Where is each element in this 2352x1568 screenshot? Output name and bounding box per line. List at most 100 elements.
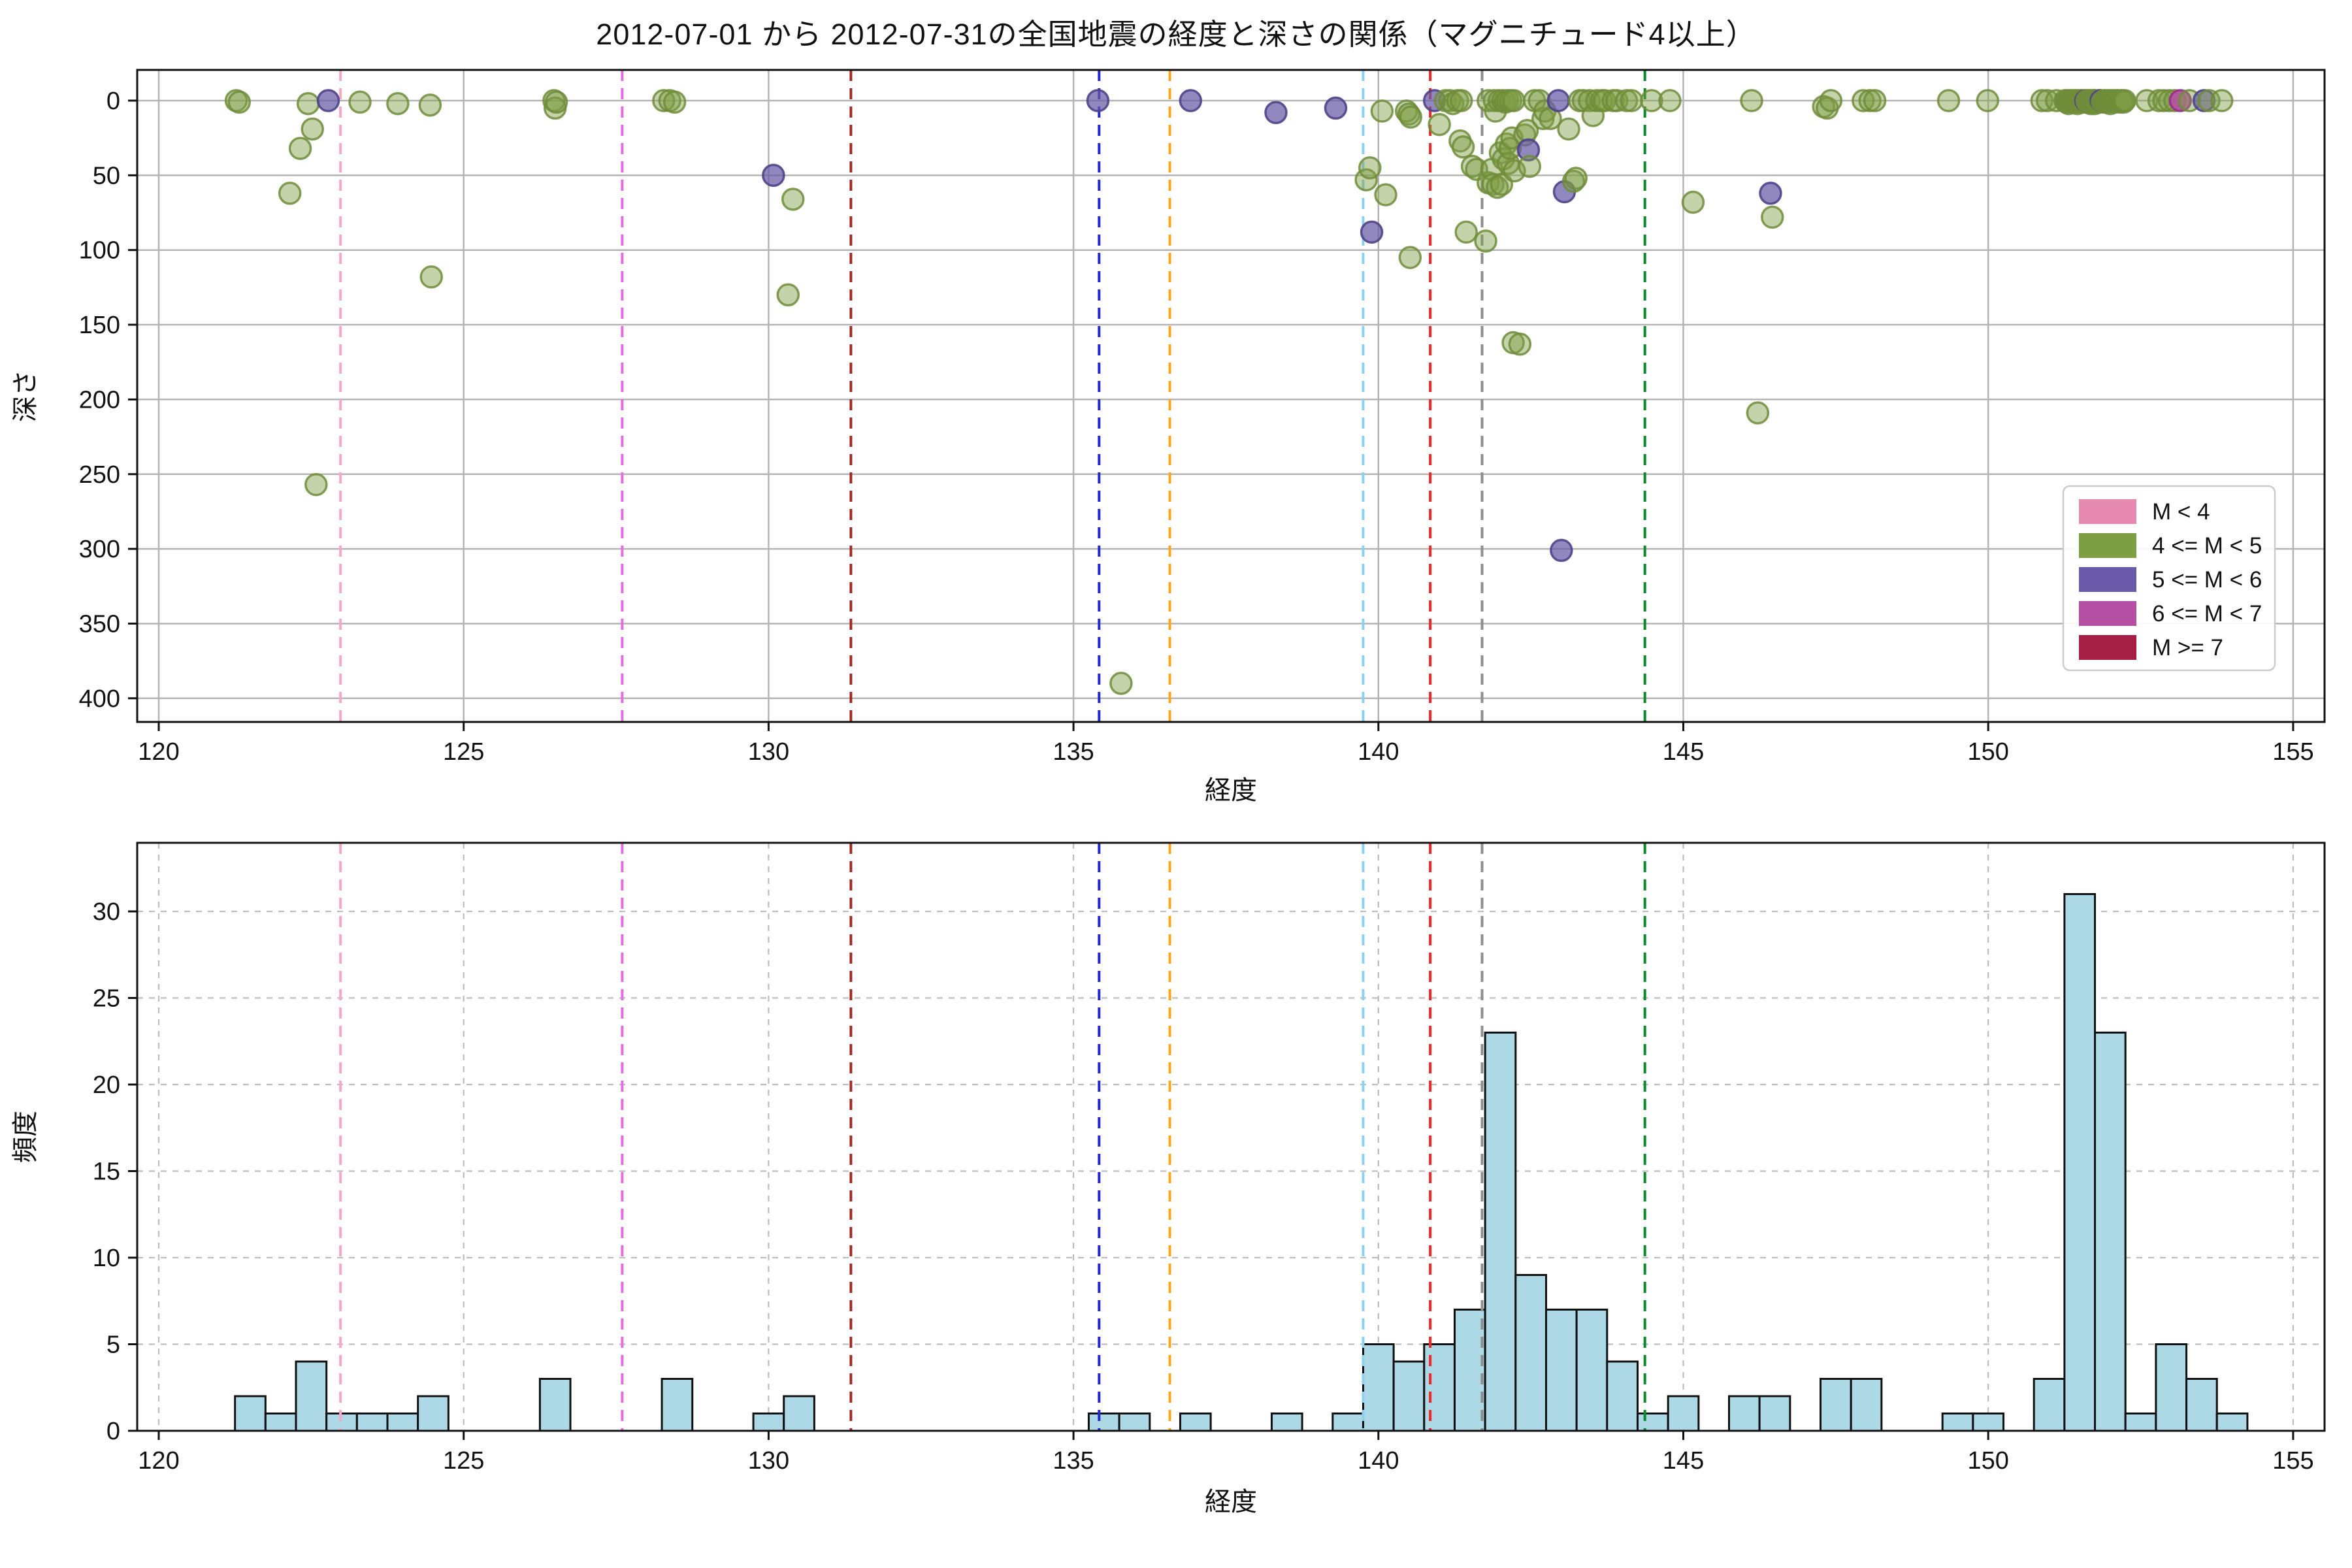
histogram-bar <box>355 1413 389 1432</box>
histogram-bar <box>1484 1032 1517 1432</box>
scatter-point <box>2113 89 2137 112</box>
histogram-bar <box>1941 1413 1974 1432</box>
histogram-bar <box>2063 893 2097 1432</box>
scatter-point <box>304 473 328 497</box>
histogram-bar <box>1850 1378 1883 1432</box>
scatter-point <box>227 90 251 114</box>
scatter-point <box>1502 89 1526 112</box>
legend: M < 4 4 <= M < 5 5 <= M < 6 6 <= M < 7 M >= … <box>2062 485 2276 672</box>
scatter-point <box>1358 156 1382 180</box>
scatter-point <box>1976 89 2000 112</box>
histogram-bar <box>1820 1378 1852 1432</box>
histogram-bar <box>1331 1413 1364 1432</box>
histogram-bar <box>386 1413 419 1432</box>
scatter-plot: 120 125 130 135 140 145 150 155 0 50 100 150 200 250 3… <box>11 69 2326 805</box>
scatter-point <box>1557 117 1580 141</box>
tick-label: 155 <box>2272 1447 2313 1475</box>
histogram-bar <box>1575 1309 1609 1432</box>
scatter-point <box>296 91 320 116</box>
tick-label: 250 <box>79 461 120 489</box>
histogram-bar <box>783 1395 815 1432</box>
histogram-bar <box>1423 1343 1456 1432</box>
histogram-bar <box>661 1378 694 1432</box>
tick-label: 155 <box>2272 738 2313 766</box>
scatter-point <box>288 137 312 160</box>
scatter-point <box>348 90 372 114</box>
x-axis-label: 経度 <box>1205 776 1257 805</box>
tick-label: 200 <box>79 386 120 414</box>
scatter-point <box>1474 229 1497 253</box>
tick-label: 150 <box>1967 738 2008 766</box>
y-axis-label: 深さ <box>11 370 40 422</box>
tick-label: 5 <box>106 1331 120 1359</box>
scatter-point <box>1398 246 1422 269</box>
scatter-point <box>1428 112 1451 137</box>
scatter-point <box>1550 538 1573 563</box>
scatter-point <box>1399 105 1423 129</box>
histogram-bar <box>1453 1309 1486 1432</box>
histogram-bar <box>1118 1413 1151 1432</box>
scatter-point <box>386 91 410 116</box>
histogram-plot: 120 125 130 135 140 145 150 155 0 5 10 15 20 25 30 経度 頻度 <box>11 841 2326 1516</box>
scatter-point <box>1324 96 1348 120</box>
scatter-point <box>1451 135 1475 159</box>
scatter-point <box>1179 89 1203 112</box>
histogram-bar <box>538 1378 572 1432</box>
tick-label: 25 <box>93 985 120 1013</box>
legend-swatch <box>2079 533 2136 558</box>
histogram-bar <box>1728 1395 1761 1432</box>
histogram-bar <box>1179 1413 1212 1432</box>
tick-label: 150 <box>1967 1447 2008 1475</box>
y-axis-label: 頻度 <box>11 1111 40 1163</box>
histogram-bar <box>2033 1378 2066 1432</box>
scatter-point <box>762 163 785 188</box>
x-axis-label: 経度 <box>1205 1488 1257 1516</box>
histogram-bar <box>1972 1413 2005 1432</box>
legend-label: M < 4 <box>2152 499 2210 525</box>
tick-label: 125 <box>443 1447 484 1475</box>
scatter-point <box>1546 89 1570 112</box>
scatter-point <box>776 283 800 307</box>
histogram-bar <box>2215 1413 2249 1432</box>
tick-label: 140 <box>1358 738 1399 766</box>
histogram-bar <box>1758 1395 1791 1432</box>
scatter-point <box>1658 89 1682 112</box>
scatter-point <box>1449 89 1473 112</box>
scatter-point <box>2210 89 2234 112</box>
tick-label: 145 <box>1663 738 1704 766</box>
tick-label: 135 <box>1053 1447 1094 1475</box>
legend-label: M >= 7 <box>2152 635 2223 661</box>
scatter-point <box>418 93 442 117</box>
tick-label: 120 <box>138 1447 179 1475</box>
legend-label: 6 <= M < 7 <box>2152 601 2262 627</box>
scatter-point <box>1564 167 1588 190</box>
tick-label: 50 <box>93 162 120 189</box>
legend-swatch <box>2079 601 2136 626</box>
legend-label: 4 <= M < 5 <box>2152 533 2262 559</box>
tick-label: 130 <box>748 1447 789 1475</box>
histogram-bar <box>2094 1032 2127 1432</box>
tick-label: 100 <box>79 237 120 265</box>
scatter-point <box>2197 89 2221 112</box>
scatter-point <box>1374 183 1397 206</box>
scatter-point <box>2135 89 2159 112</box>
scatter-point <box>1620 89 1643 112</box>
legend-swatch <box>2079 635 2136 660</box>
scatter-point <box>1681 190 1705 214</box>
scatter-point <box>781 188 805 211</box>
legend-swatch <box>2079 499 2136 524</box>
histogram-bar <box>1392 1360 1426 1432</box>
legend-swatch <box>2079 567 2136 592</box>
tick-label: 120 <box>138 738 179 766</box>
scatter-point <box>544 90 568 114</box>
scatter-point <box>1454 220 1478 244</box>
scatter-point <box>419 265 443 289</box>
histogram-bar <box>2155 1343 2188 1432</box>
scatter-point <box>1518 154 1542 178</box>
tick-label: 130 <box>748 738 789 766</box>
scatter-point <box>2168 89 2192 112</box>
scatter-point <box>316 89 340 112</box>
histogram-bar <box>234 1395 267 1432</box>
scatter-point <box>1740 89 1763 112</box>
tick-label: 0 <box>106 88 120 115</box>
